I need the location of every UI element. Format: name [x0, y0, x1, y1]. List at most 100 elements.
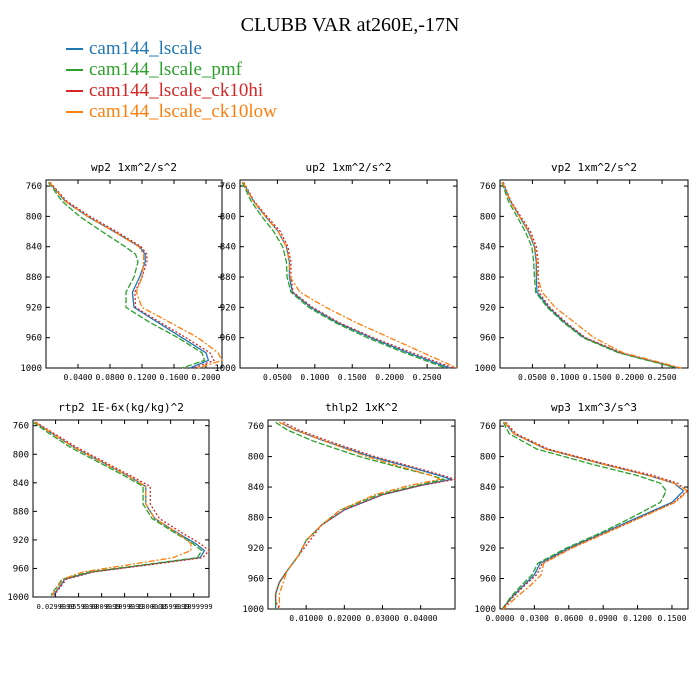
- y-tick-label: 880: [248, 514, 264, 524]
- y-tick-label: 960: [13, 564, 29, 574]
- x-tick-label: 0.1200: [623, 614, 652, 623]
- y-tick-label: 840: [26, 243, 42, 253]
- panel-title: wp2 1xm^2/s^2: [91, 161, 177, 174]
- x-tick-label: 0.2000: [615, 373, 644, 382]
- legend-item-cam144-lscale-pmf: cam144_lscale_pmf: [66, 59, 277, 80]
- legend: cam144_lscale cam144_lscale_pmf cam144_l…: [66, 38, 277, 122]
- panel-title: thlp2 1xK^2: [325, 401, 398, 414]
- y-tick-label: 920: [13, 536, 29, 546]
- y-tick-label: 1000: [20, 364, 42, 374]
- x-tick-label: 0.1300000: [129, 603, 167, 611]
- x-tick-label: 0.1599999: [152, 603, 190, 611]
- x-tick-label: 0.0300: [520, 614, 549, 623]
- chart-title: CLUBB VAR at260E,-17N: [240, 14, 460, 36]
- y-tick-label: 920: [480, 303, 496, 313]
- y-tick-label: 1000: [474, 364, 496, 374]
- legend-swatch: [66, 47, 83, 50]
- y-tick-label: 880: [26, 273, 42, 283]
- y-tick-label: 880: [480, 514, 496, 524]
- x-tick-label: 0.1200: [128, 373, 157, 382]
- x-tick-label: 0.2000: [375, 373, 404, 382]
- y-tick-label: 760: [480, 422, 496, 432]
- series-line-0: [274, 421, 454, 609]
- series-line-2: [274, 421, 456, 610]
- y-tick-label: 840: [480, 243, 496, 253]
- series-line-2: [49, 181, 215, 369]
- panel-3: rtp2 1E-6x(kg/kg)^2 760 800 840 880 920 960 100…: [7, 401, 212, 611]
- panel-4: thlp2 1xK^2 760 800 840 880 920 960 1000 0.01000…: [242, 401, 456, 623]
- y-tick-label: 960: [220, 334, 236, 344]
- series-line-1: [274, 421, 447, 609]
- panel-title: vp2 1xm^2/s^2: [551, 161, 637, 174]
- y-tick-label: 920: [248, 544, 264, 554]
- series-line-3: [48, 181, 223, 369]
- panel-title: rtp2 1E-6x(kg/kg)^2: [58, 401, 184, 414]
- y-tick-label: 840: [248, 483, 264, 493]
- x-tick-label: 0.0500: [263, 373, 292, 382]
- series-line-3: [501, 182, 682, 369]
- legend-label: cam144_lscale: [89, 37, 202, 59]
- series-line-2: [501, 421, 688, 610]
- series-line-0: [242, 181, 450, 369]
- y-tick-label: 1000: [7, 593, 29, 603]
- series-line-1: [32, 421, 203, 596]
- x-tick-label: 0.03000: [366, 614, 400, 623]
- x-tick-label: 0.1500: [583, 373, 612, 382]
- legend-label: cam144_lscale_ck10hi: [89, 79, 264, 101]
- series-line-3: [242, 181, 458, 369]
- x-tick-label: 0.04000: [404, 614, 438, 623]
- x-tick-label: 0.0500: [518, 373, 547, 382]
- x-tick-label: 0.0299999: [37, 603, 75, 611]
- x-tick-label: 0.2500: [413, 373, 442, 382]
- y-tick-label: 760: [480, 182, 496, 192]
- x-tick-label: 0.0400: [64, 373, 93, 382]
- panel-title: up2 1xm^2/s^2: [305, 161, 391, 174]
- x-tick-label: 0.1600: [160, 373, 189, 382]
- y-tick-label: 880: [480, 273, 496, 283]
- y-tick-label: 760: [248, 422, 264, 432]
- series-line-2: [502, 182, 681, 369]
- y-tick-label: 760: [220, 182, 236, 192]
- y-tick-label: 1000: [214, 364, 236, 374]
- x-tick-label: 0.1500: [657, 614, 686, 623]
- y-tick-label: 800: [220, 212, 236, 222]
- y-tick-label: 760: [26, 182, 42, 192]
- series-line-0: [501, 421, 685, 610]
- x-tick-label: 0.0559999: [60, 603, 98, 611]
- y-tick-label: 880: [13, 507, 29, 517]
- y-tick-label: 800: [248, 453, 264, 463]
- legend-label: cam144_lscale_ck10low: [89, 100, 277, 122]
- series-line-1: [501, 182, 678, 369]
- x-tick-label: 0.0800: [96, 373, 125, 382]
- x-tick-label: 0.1899999: [175, 603, 213, 611]
- x-tick-label: 0.1099999: [106, 603, 144, 611]
- plot-frame: [45, 179, 223, 369]
- series-line-1: [501, 422, 667, 610]
- y-tick-label: 960: [248, 575, 264, 585]
- y-tick-label: 760: [13, 422, 29, 432]
- legend-item-cam144-lscale-ck10hi: cam144_lscale_ck10hi: [66, 80, 277, 101]
- plot-frame: [499, 179, 689, 369]
- x-tick-label: 0.0809999: [83, 603, 121, 611]
- y-tick-label: 840: [480, 483, 496, 493]
- panel-2: vp2 1xm^2/s^2 760 800 840 880 920 960 1000 0.050…: [474, 161, 689, 382]
- series-line-2: [35, 421, 210, 596]
- x-tick-label: 0.2500: [648, 373, 677, 382]
- y-tick-label: 960: [480, 575, 496, 585]
- legend-swatch: [66, 110, 83, 113]
- legend-item-cam144-lscale: cam144_lscale: [66, 38, 277, 59]
- legend-swatch: [66, 89, 83, 92]
- y-tick-label: 1000: [242, 605, 264, 615]
- y-tick-label: 920: [220, 303, 236, 313]
- plot-frame: [239, 179, 458, 369]
- y-tick-label: 800: [13, 450, 29, 460]
- series-line-3: [502, 421, 690, 610]
- x-tick-label: 0.2000: [192, 373, 221, 382]
- y-tick-label: 1000: [474, 605, 496, 615]
- y-tick-label: 840: [13, 479, 29, 489]
- y-tick-label: 960: [480, 334, 496, 344]
- y-tick-label: 880: [220, 273, 236, 283]
- series-line-0: [34, 421, 206, 596]
- legend-swatch: [66, 68, 83, 71]
